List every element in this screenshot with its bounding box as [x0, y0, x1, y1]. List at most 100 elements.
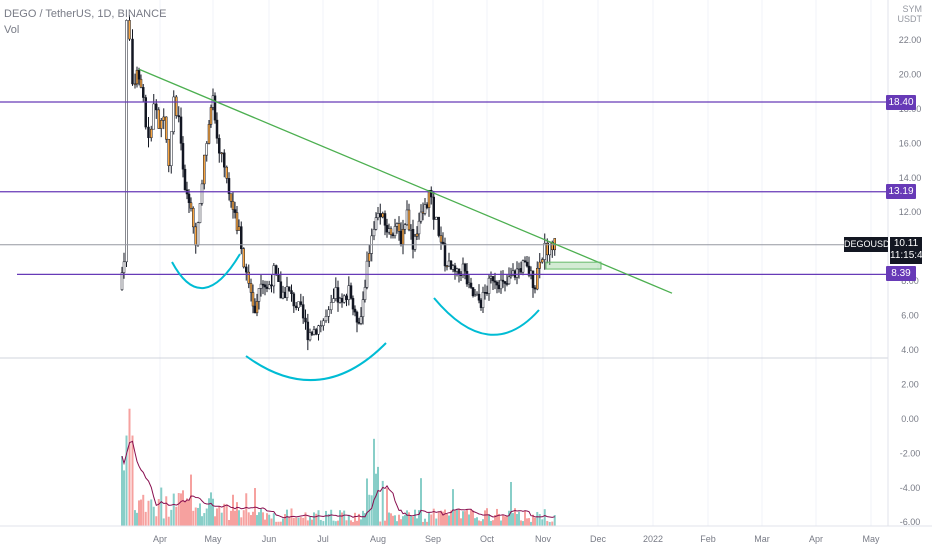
volume-bar — [370, 495, 373, 526]
candle-body — [465, 270, 469, 285]
volume-bar — [170, 509, 173, 526]
rounding-patterns[interactable] — [171, 253, 540, 382]
symbol-title: DEGO / TetherUS, 1D, BINANCE — [4, 8, 167, 20]
candle-body — [413, 236, 417, 250]
volume-bar — [375, 473, 377, 526]
candle-body — [345, 295, 348, 300]
candle-body — [131, 38, 134, 85]
candle-body — [332, 298, 335, 303]
price-tick-label: 12.00 — [899, 207, 922, 217]
volume-bar — [325, 510, 327, 526]
volume-bar — [299, 517, 302, 526]
level-badge-8-39[interactable]: 8.39 — [886, 266, 916, 281]
candle-body — [209, 107, 213, 125]
volume-bars — [121, 408, 556, 526]
volume-bar — [304, 512, 307, 526]
level-badge-13-19[interactable]: 13.19 — [886, 184, 916, 199]
volume-bar — [364, 513, 366, 526]
candle-body — [340, 298, 344, 303]
candle-body — [290, 290, 293, 295]
candle-body — [247, 271, 250, 284]
candle-body — [473, 294, 477, 297]
descending-trendline[interactable] — [138, 68, 673, 294]
candle-body — [319, 325, 323, 327]
time-tick-label: Mar — [754, 534, 770, 544]
volume-bar — [205, 508, 208, 526]
candles — [120, 15, 556, 351]
candle-body — [342, 295, 346, 303]
time-tick-label: May — [204, 534, 222, 544]
candle-body — [483, 291, 487, 294]
time-axis[interactable]: Apr May Jun Jul Aug Sep Oct Nov Dec 2022 Feb Mar Apr… — [153, 534, 880, 544]
volume-bar — [468, 514, 470, 526]
volume-bar — [319, 519, 322, 526]
candle-body — [257, 288, 261, 302]
candle-body — [304, 317, 307, 323]
volume-bar — [532, 514, 534, 526]
candle-body — [485, 292, 489, 294]
volume-bar — [402, 516, 404, 526]
volume-bar — [444, 509, 446, 526]
pattern-arc-1[interactable] — [171, 253, 241, 290]
volume-bar — [282, 518, 284, 526]
volume-bar — [252, 511, 254, 526]
candle-body — [279, 281, 283, 299]
candle-body — [152, 103, 155, 130]
candle-body — [277, 274, 280, 282]
volume-bar — [470, 509, 472, 526]
candle-body — [189, 202, 193, 209]
candle-body — [137, 69, 141, 80]
volume-bar — [422, 521, 424, 526]
volume-bar — [136, 512, 138, 526]
candle-body — [355, 311, 359, 323]
volume-bar — [458, 509, 460, 526]
volume-bar — [408, 512, 410, 526]
candle-body — [357, 321, 361, 324]
candle-body — [187, 193, 191, 204]
candle-body — [387, 228, 391, 233]
volume-bar — [225, 504, 228, 526]
volume-bar — [160, 487, 163, 526]
candle-body — [351, 298, 355, 310]
candle-body — [281, 291, 285, 299]
candle-body — [399, 231, 403, 245]
volume-bar — [192, 510, 195, 526]
pattern-arc-2[interactable] — [245, 342, 387, 382]
support-zone-box[interactable] — [545, 261, 602, 270]
volume-bar — [220, 512, 223, 526]
currency-label[interactable]: SYM USDT — [898, 4, 923, 24]
volume-bar — [234, 510, 236, 526]
candle-body — [142, 87, 145, 98]
candle-body — [439, 235, 443, 243]
candle-body — [415, 233, 419, 237]
horizontal-levels[interactable] — [0, 101, 888, 275]
candle-body — [441, 241, 445, 244]
candle-body — [463, 263, 467, 272]
volume-bar — [354, 512, 356, 526]
volume-bar — [142, 494, 145, 526]
candle-body — [259, 283, 263, 289]
volume-bar — [420, 478, 422, 526]
candle-body — [183, 168, 187, 191]
candle-body — [312, 329, 316, 335]
volume-bar — [214, 516, 216, 526]
level-badge-18-40[interactable]: 18.40 — [886, 95, 916, 110]
symbol-badge: DEGOUSDT — [844, 237, 895, 252]
volume-bar — [541, 519, 544, 526]
candle-body — [181, 143, 185, 170]
volume-bar — [456, 509, 458, 526]
candle-body — [237, 226, 241, 231]
volume-bar — [466, 509, 468, 526]
candle-body — [167, 138, 170, 167]
candle-body — [324, 316, 328, 322]
candle-body — [274, 265, 278, 275]
volume-bar — [390, 513, 392, 526]
volume-bar — [430, 514, 433, 526]
volume-bar — [476, 517, 478, 526]
volume-bar — [262, 512, 264, 526]
candle-body — [267, 284, 271, 289]
volume-bar — [268, 514, 271, 526]
pattern-arc-3[interactable] — [433, 297, 540, 336]
volume-bar — [432, 508, 435, 526]
